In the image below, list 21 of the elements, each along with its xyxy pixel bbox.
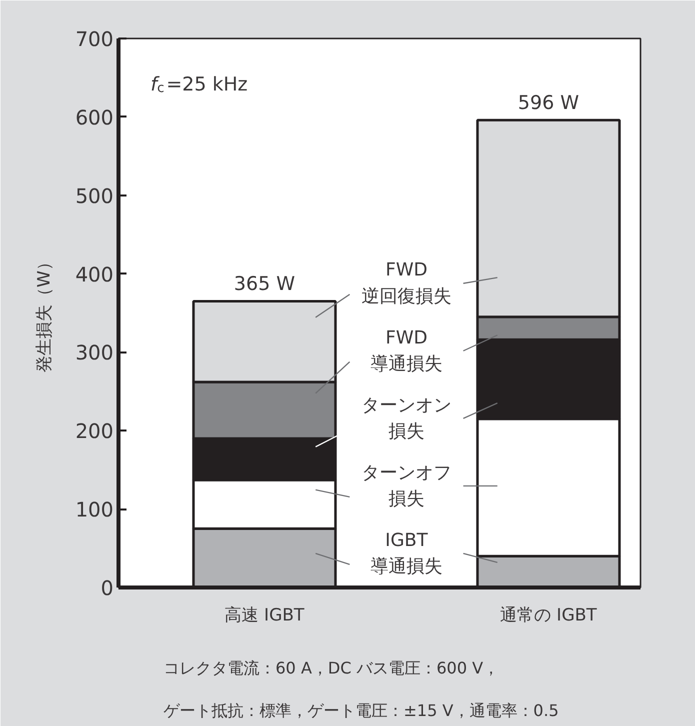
series-label: FWD 導通損失 — [370, 327, 442, 375]
y-axis-title: 発生損失（W） — [34, 254, 54, 372]
y-tick-label: 200 — [75, 419, 114, 444]
y-tick-label: 500 — [75, 184, 114, 208]
text: コレクタ電流：60 A，DC バス電圧：600 V， — [164, 658, 500, 678]
y-tick-label: 100 — [75, 498, 114, 522]
total-label: 596 W — [518, 92, 580, 114]
x-tick-label: 高速 IGBT — [224, 606, 305, 626]
x-tick-label: 通常の IGBT — [500, 606, 598, 626]
series-label: ターンオフ損失 — [361, 462, 452, 510]
series-label: IGBT 導通損失 — [370, 530, 442, 578]
y-tick-label: 0 — [100, 576, 114, 600]
text: ゲート抵抗：標準，ゲート電圧：±15 V，通電率：0.5 — [164, 701, 559, 720]
annotation: fc=25 kHz — [150, 74, 248, 96]
total-label: 365 W — [234, 273, 296, 296]
y-tick-label: 600 — [75, 105, 114, 130]
y-tick-label: 300 — [75, 340, 114, 365]
y-tick-label: 700 — [75, 27, 114, 51]
y-tick-label: 400 — [75, 262, 114, 286]
series-label: ターンオン損失 — [361, 394, 452, 442]
series-label: FWD 逆回復損失 — [361, 260, 452, 307]
